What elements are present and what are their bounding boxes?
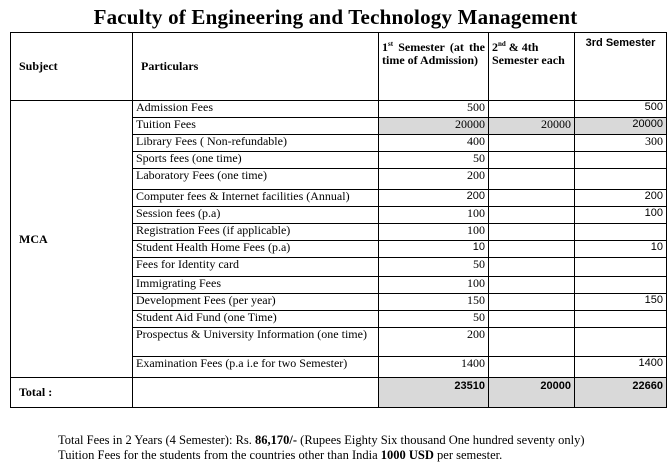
header-particulars: Particulars bbox=[132, 32, 379, 101]
fee-label: Registration Fees (if applicable) bbox=[132, 223, 379, 241]
total-row: Total : 23510 20000 22660 bbox=[10, 377, 667, 408]
fee-row: Examination Fees (p.a i.e for two Semest… bbox=[11, 356, 667, 378]
fee-s1-value: 200 bbox=[378, 327, 489, 357]
fee-s2-value bbox=[488, 100, 575, 118]
fee-label: Computer fees & Internet facilities (Ann… bbox=[132, 189, 379, 207]
header-subject: Subject bbox=[10, 32, 133, 101]
fee-s3-value: 200 bbox=[574, 189, 667, 207]
fee-label: Student Health Home Fees (p.a) bbox=[132, 240, 379, 258]
total-label: Total : bbox=[10, 377, 133, 408]
header-row: Subject Particulars 1st Semester (at the… bbox=[10, 32, 667, 101]
fee-s3-value: 300 bbox=[574, 134, 667, 152]
fee-s1-value: 400 bbox=[378, 134, 489, 152]
header-sem1: 1st Semester (at the time of Admission) bbox=[378, 32, 489, 101]
fee-row: Fees for Identity card 50 bbox=[11, 257, 667, 277]
fees-body: MCA Admission Fees 500 500 Tuition Fees 20000… bbox=[10, 100, 667, 378]
fee-s3-value: 10 bbox=[574, 240, 667, 258]
notes: Total Fees in 2 Years (4 Semester): Rs. … bbox=[58, 433, 585, 463]
fee-s1-value: 10 bbox=[378, 240, 489, 258]
fee-s1-value: 100 bbox=[378, 276, 489, 294]
fee-s3-value bbox=[574, 151, 667, 169]
fee-row: Development Fees (per year) 150 150 bbox=[11, 293, 667, 311]
fee-s3-value: 150 bbox=[574, 293, 667, 311]
fee-s2-value bbox=[488, 168, 575, 190]
fee-label: Fees for Identity card bbox=[132, 257, 379, 277]
total-spacer bbox=[132, 377, 379, 408]
note-foreign-tuition: Tuition Fees for the students from the c… bbox=[58, 448, 503, 462]
fee-row: Session fees (p.a) 100 100 bbox=[11, 206, 667, 224]
fee-label: Library Fees ( Non-refundable) bbox=[132, 134, 379, 152]
header-sem2: 2nd & 4th Semester each bbox=[488, 32, 575, 101]
fee-label: Laboratory Fees (one time) bbox=[132, 168, 379, 190]
fee-s1-value: 200 bbox=[378, 189, 489, 207]
fee-label: Examination Fees (p.a i.e for two Semest… bbox=[132, 356, 379, 378]
fee-s1-value: 50 bbox=[378, 257, 489, 277]
fee-s3-value: 20000 bbox=[574, 117, 667, 135]
fee-label: Prospectus & University Information (one… bbox=[132, 327, 379, 357]
fee-label: Immigrating Fees bbox=[132, 276, 379, 294]
fee-s1-value: 50 bbox=[378, 310, 489, 328]
fee-label: Session fees (p.a) bbox=[132, 206, 379, 224]
fee-s2-value bbox=[488, 206, 575, 224]
fee-s1-value: 150 bbox=[378, 293, 489, 311]
fee-s2-value bbox=[488, 134, 575, 152]
fee-s2-value bbox=[488, 356, 575, 378]
fee-s3-value: 500 bbox=[574, 100, 667, 118]
fee-s2-value bbox=[488, 223, 575, 241]
subject-cell: MCA bbox=[10, 100, 133, 378]
fee-row: Library Fees ( Non-refundable) 400 300 bbox=[11, 134, 667, 152]
fee-s2-value bbox=[488, 257, 575, 277]
fee-s3-value bbox=[574, 276, 667, 294]
fee-s3-value bbox=[574, 168, 667, 190]
fee-s3-value: 100 bbox=[574, 206, 667, 224]
fee-s1-value: 100 bbox=[378, 206, 489, 224]
page-title: Faculty of Engineering and Technology Ma… bbox=[93, 5, 578, 29]
fee-s2-value bbox=[488, 293, 575, 311]
fee-s1-value: 100 bbox=[378, 223, 489, 241]
fee-s1-value: 20000 bbox=[378, 117, 489, 135]
fee-s2-value bbox=[488, 189, 575, 207]
fee-row: MCA Admission Fees 500 500 bbox=[10, 100, 667, 378]
total-sem1: 23510 bbox=[378, 377, 489, 408]
fee-label: Admission Fees bbox=[132, 100, 379, 118]
fee-s1-value: 500 bbox=[378, 100, 489, 118]
fee-s2-value bbox=[488, 151, 575, 169]
fee-row: Student Health Home Fees (p.a) 10 10 bbox=[11, 240, 667, 258]
fee-row: Prospectus & University Information (one… bbox=[11, 327, 667, 357]
fee-s1-value: 200 bbox=[378, 168, 489, 190]
note-total-fees: Total Fees in 2 Years (4 Semester): Rs. … bbox=[58, 433, 585, 447]
fee-s2-value bbox=[488, 240, 575, 258]
fee-row: Computer fees & Internet facilities (Ann… bbox=[11, 189, 667, 207]
fee-s3-value bbox=[574, 327, 667, 357]
fee-s3-value bbox=[574, 223, 667, 241]
fee-s2-value bbox=[488, 327, 575, 357]
fee-label: Tuition Fees bbox=[132, 117, 379, 135]
fees-table: Subject Particulars 1st Semester (at the… bbox=[10, 32, 667, 408]
fee-s2-value: 20000 bbox=[488, 117, 575, 135]
header-sem3: 3rd Semester bbox=[574, 32, 667, 101]
total-sem3: 22660 bbox=[574, 377, 667, 408]
fee-s3-value bbox=[574, 310, 667, 328]
fee-s1-value: 50 bbox=[378, 151, 489, 169]
fee-label: Development Fees (per year) bbox=[132, 293, 379, 311]
fee-s2-value bbox=[488, 276, 575, 294]
fee-s1-value: 1400 bbox=[378, 356, 489, 378]
fee-row: Registration Fees (if applicable) 100 bbox=[11, 223, 667, 241]
fee-row: Student Aid Fund (one Time) 50 bbox=[11, 310, 667, 328]
total-sem2: 20000 bbox=[488, 377, 575, 408]
fee-s3-value bbox=[574, 257, 667, 277]
fee-label: Sports fees (one time) bbox=[132, 151, 379, 169]
fee-s2-value bbox=[488, 310, 575, 328]
fee-label: Student Aid Fund (one Time) bbox=[132, 310, 379, 328]
fee-s3-value: 1400 bbox=[574, 356, 667, 378]
